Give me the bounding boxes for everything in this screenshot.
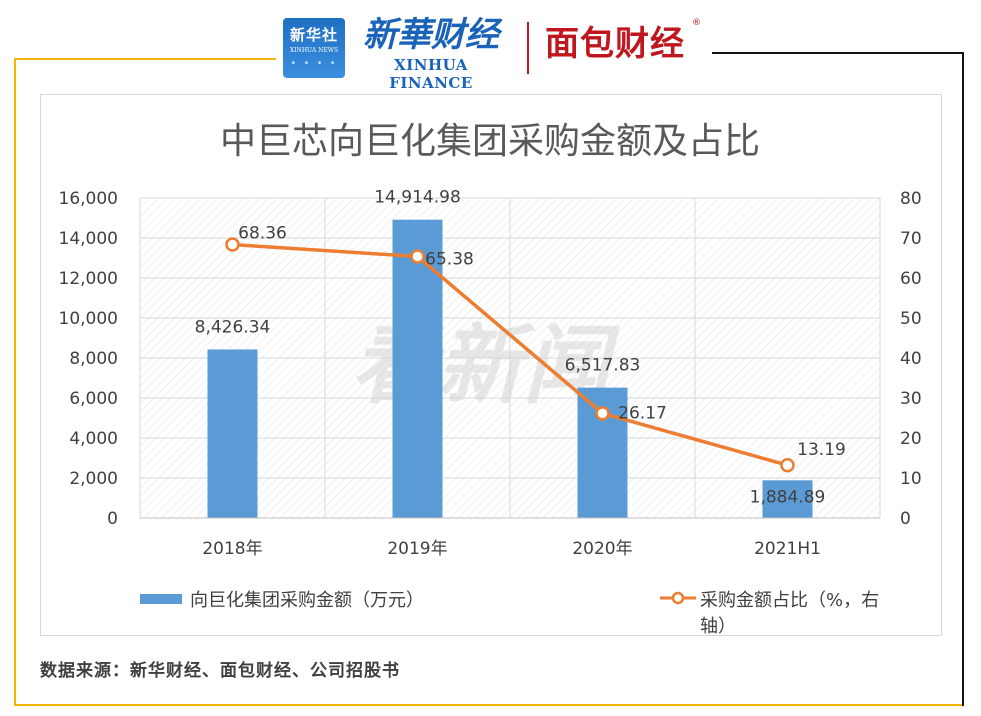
left-tick-label: 14,000 xyxy=(59,229,118,249)
left-tick-label: 0 xyxy=(107,509,118,529)
line-point-0 xyxy=(225,237,240,252)
line-label-0: 68.36 xyxy=(238,224,287,244)
right-tick-label: 80 xyxy=(900,189,922,209)
chart-title: 中巨芯向巨化集团采购金额及占比 xyxy=(219,121,760,162)
line-label-2: 26.17 xyxy=(618,403,667,423)
bar-label-2: 6,517.83 xyxy=(565,356,641,376)
right-tick-label: 0 xyxy=(900,509,911,529)
frame-left-line xyxy=(14,58,16,706)
frame-top-right-line xyxy=(712,52,962,54)
line-series xyxy=(225,237,795,473)
right-tick-label: 10 xyxy=(900,469,922,489)
logo-separator xyxy=(527,22,529,74)
left-tick-label: 4,000 xyxy=(69,429,118,449)
network-dots-icon: • • • • xyxy=(290,58,338,69)
left-tick-label: 8,000 xyxy=(69,349,118,369)
frame-top-left-line xyxy=(14,58,276,60)
right-tick-label: 50 xyxy=(900,309,922,329)
category-label-2: 2020年 xyxy=(572,539,632,559)
line-point-1 xyxy=(410,249,425,264)
left-tick-label: 16,000 xyxy=(59,189,118,209)
line-label-1: 65.38 xyxy=(425,249,474,269)
legend-bar-label: 向巨化集团采购金额（万元） xyxy=(190,590,424,611)
mianbao-finance-logo: 面包财经 xyxy=(545,24,685,64)
legend: 向巨化集团采购金额（万元） 采购金额占比（%，右轴） xyxy=(140,586,880,637)
frame-bottom-line xyxy=(14,704,962,706)
xinhua-finance-logo: 新華财经 XINHUA FINANCE xyxy=(357,14,505,92)
left-tick-label: 2,000 xyxy=(69,469,118,489)
xinhua-logo-en: XINHUA NEWS xyxy=(289,47,339,54)
bar-0 xyxy=(207,349,258,518)
gridlines xyxy=(139,197,881,519)
right-tick-label: 60 xyxy=(900,269,922,289)
line-path xyxy=(232,242,788,467)
left-tick-label: 12,000 xyxy=(59,269,118,289)
registered-mark: ® xyxy=(692,18,701,28)
line-point-2 xyxy=(595,406,610,421)
frame-right-line xyxy=(962,52,964,706)
axes: 0 2,000 4,000 6,000 8,000 10,000 12,000 14,000 1… xyxy=(59,189,922,559)
bar-label-0: 8,426.34 xyxy=(195,317,271,337)
bar-label-1: 14,914.98 xyxy=(374,188,461,208)
right-tick-label: 40 xyxy=(900,349,922,369)
category-label-0: 2018年 xyxy=(202,539,262,559)
xinhua-news-logo: 新华社 XINHUA NEWS • • • • xyxy=(283,18,345,78)
left-tick-label: 10,000 xyxy=(59,309,118,329)
bar-3 xyxy=(762,480,813,518)
category-label-1: 2019年 xyxy=(387,539,447,559)
bar-label-3: 1,884.89 xyxy=(750,487,826,507)
left-tick-label: 6,000 xyxy=(69,389,118,409)
right-tick-label: 30 xyxy=(900,389,922,409)
line-point-3 xyxy=(780,457,795,473)
category-label-3: 2021H1 xyxy=(754,539,821,559)
legend-line-label: 采购金额占比（%，右轴） xyxy=(700,590,880,637)
finance-logo-cn: 新華财经 xyxy=(363,15,499,55)
finance-logo-en: XINHUA FINANCE xyxy=(389,56,473,92)
line-label-3: 13.19 xyxy=(797,440,846,460)
data-labels: 8,426.34 14,914.98 6,517.83 1,884.89 68.36 65… xyxy=(195,188,846,508)
data-source-note: 数据来源：新华财经、面包财经、公司招股书 xyxy=(40,661,400,681)
legend-line-swatch xyxy=(660,591,696,605)
right-tick-label: 20 xyxy=(900,429,922,449)
right-tick-label: 70 xyxy=(900,229,922,249)
xinhua-logo-cn: 新华社 xyxy=(289,26,338,44)
legend-bar-swatch xyxy=(140,594,182,604)
